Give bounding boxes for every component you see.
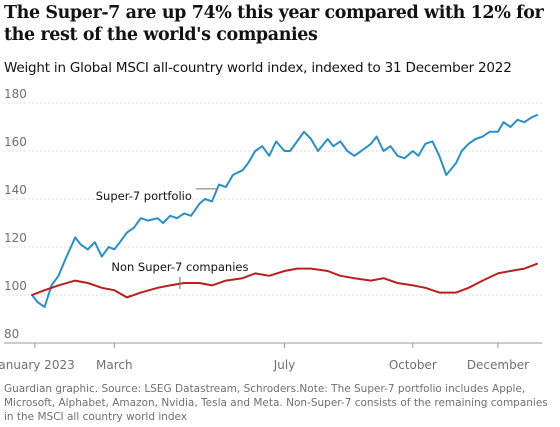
annotation-non-super7: Non Super-7 companies (111, 260, 248, 274)
y-tick-label: 140 (4, 183, 27, 197)
source-note: Guardian graphic. Source: LSEG Datastrea… (4, 383, 548, 423)
y-tick-label: 160 (4, 135, 27, 149)
x-tick-label: March (96, 358, 133, 372)
non-super7-series-line (31, 262, 538, 299)
y-tick-label: 180 (4, 87, 27, 101)
line-chart: 80 100 120 140 160 180 January 2023 March July Oc… (0, 87, 542, 372)
chart-subtitle: Weight in Global MSCI all-country world … (4, 60, 512, 76)
chart-title: The Super-7 are up 74% this year compare… (4, 3, 544, 45)
y-tick-label: 120 (4, 231, 27, 245)
super7-series-line (31, 114, 538, 308)
x-tick-label: January 2023 (0, 358, 75, 372)
x-tick-label: October (389, 358, 437, 372)
annotation-super7: Super-7 portfolio (96, 189, 192, 203)
x-tick-label: December (467, 358, 529, 372)
y-tick-label: 100 (4, 279, 27, 293)
y-tick-label: 80 (4, 327, 19, 341)
x-tick-label: July (273, 358, 296, 372)
